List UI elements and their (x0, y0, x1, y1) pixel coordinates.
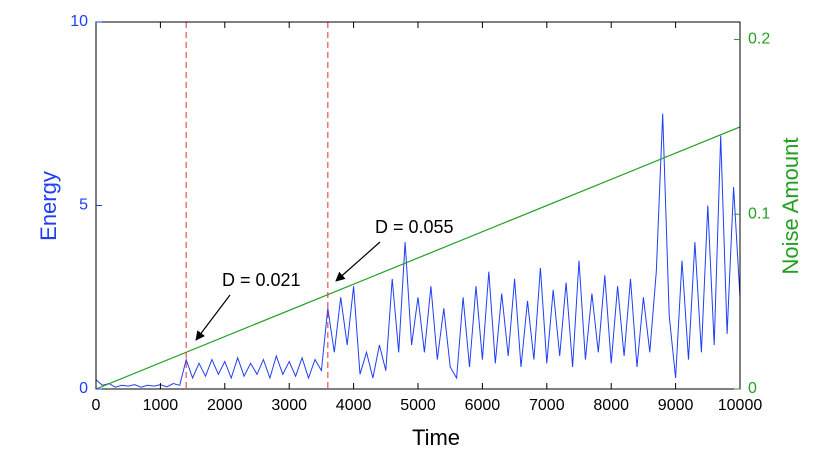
x-tick-label: 8000 (593, 397, 629, 414)
y-tick-label: 10 (70, 13, 88, 30)
plot-frame (95, 21, 741, 390)
x-tick-label: 2000 (207, 397, 243, 414)
y2-tick-label: 0.1 (748, 205, 770, 222)
data-line (95, 113, 741, 388)
annotation: D = 0.021 (222, 270, 301, 290)
x-tick-label: 4000 (336, 397, 372, 414)
y-tick-label: 5 (79, 197, 88, 214)
annotation-arrow (195, 294, 231, 341)
y2-tick-label: 0.2 (748, 31, 770, 48)
data-line (95, 126, 741, 390)
x-axis-label: Time (412, 425, 460, 450)
x-tick-label: 6000 (465, 397, 501, 414)
x-tick-label: 5000 (400, 397, 436, 414)
y2-tick-label: 0 (748, 380, 757, 397)
y2-axis-label: Noise Amount (778, 138, 803, 275)
x-tick-label: 7000 (529, 397, 565, 414)
annotation: D = 0.055 (375, 217, 454, 237)
x-tick-label: 1000 (143, 397, 179, 414)
y-axis-label: Energy (36, 171, 61, 241)
x-tick-label: 0 (92, 397, 101, 414)
y-tick-label: 0 (79, 380, 88, 397)
x-tick-label: 9000 (658, 397, 694, 414)
x-tick-label: 3000 (271, 397, 307, 414)
x-tick-label: 10000 (718, 397, 763, 414)
annotation-arrow (335, 241, 381, 282)
